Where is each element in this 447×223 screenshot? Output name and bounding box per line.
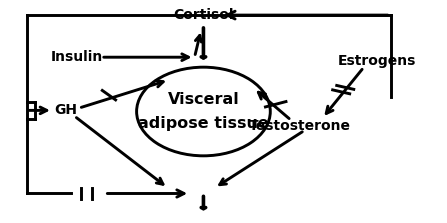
Text: Estrogens: Estrogens xyxy=(338,54,417,68)
Text: Insulin: Insulin xyxy=(51,50,102,64)
Text: adipose tissue: adipose tissue xyxy=(138,116,269,131)
Text: Testosterone: Testosterone xyxy=(249,119,351,133)
Text: Cortisol: Cortisol xyxy=(173,8,234,22)
Text: Visceral: Visceral xyxy=(168,92,239,107)
Text: GH: GH xyxy=(54,103,77,117)
